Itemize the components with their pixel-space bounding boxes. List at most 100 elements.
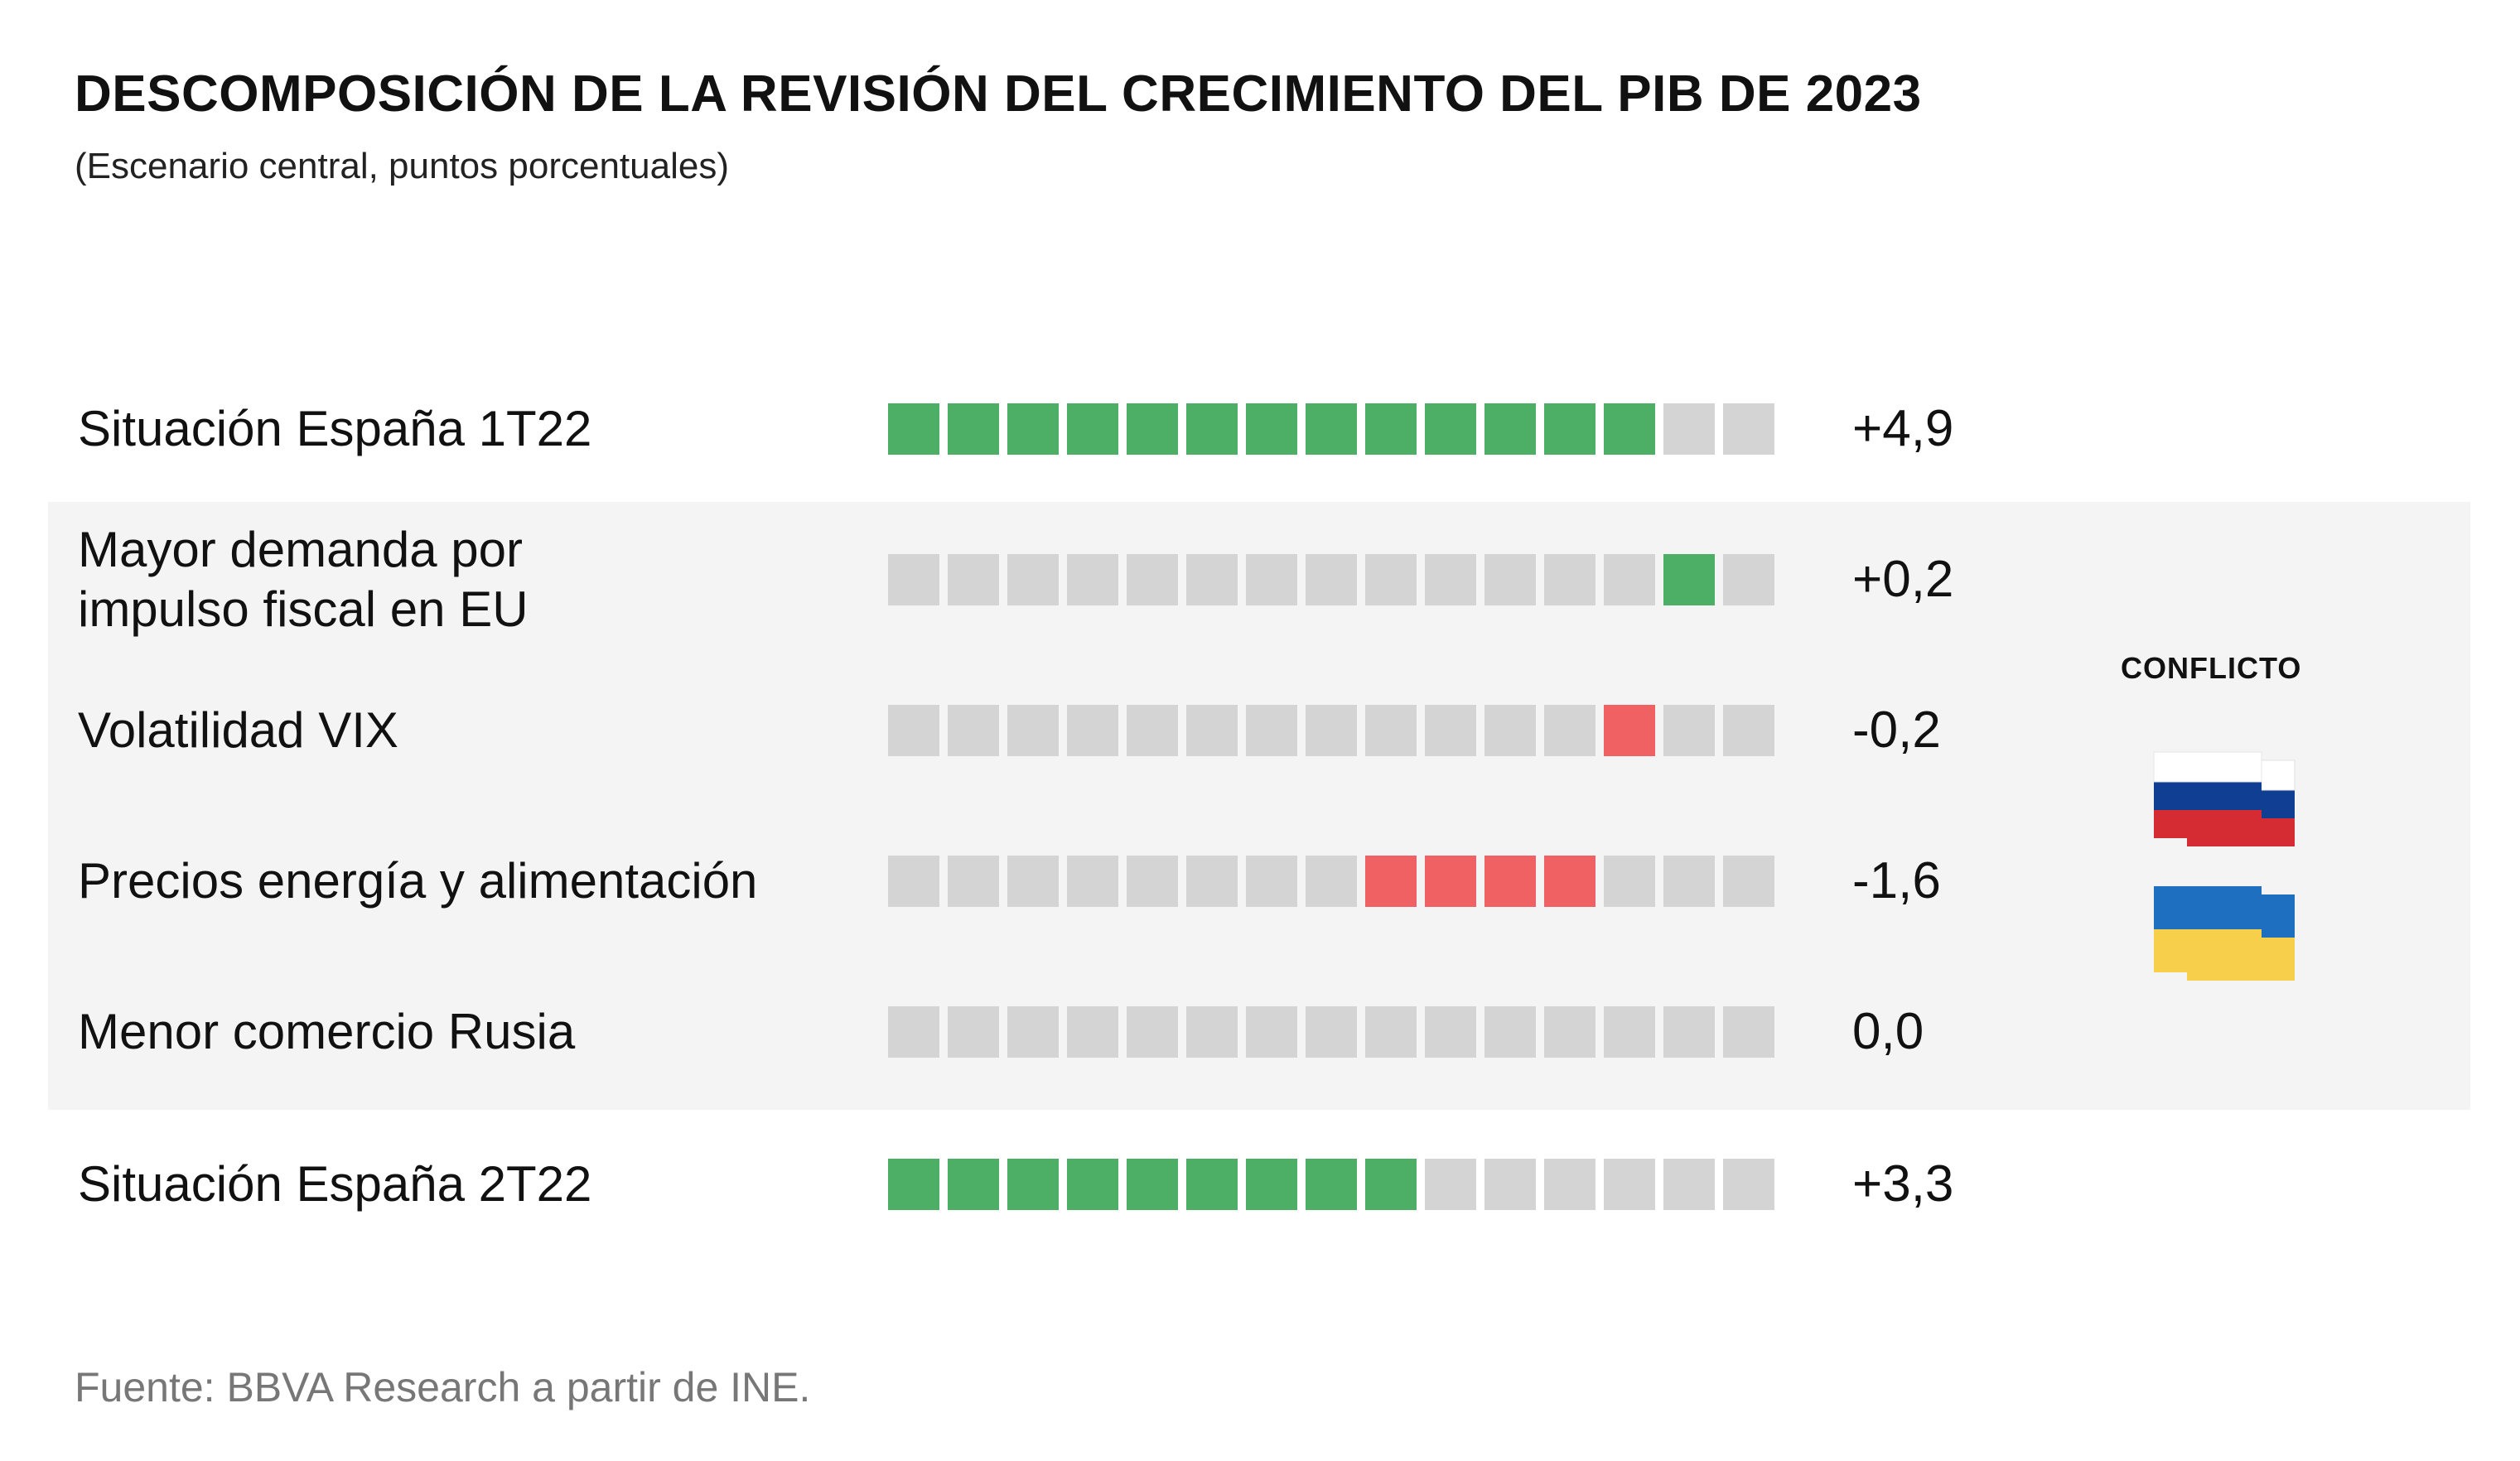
empty-block xyxy=(1067,705,1118,756)
empty-block xyxy=(1723,554,1774,605)
row-label-line: Situación España 2T22 xyxy=(78,1156,592,1212)
empty-block xyxy=(1186,1006,1238,1058)
empty-block xyxy=(1127,554,1178,605)
empty-block xyxy=(888,705,939,756)
row-label: Situación España 1T22 xyxy=(78,399,591,459)
positive-block xyxy=(948,403,999,455)
empty-block xyxy=(948,705,999,756)
negative-block xyxy=(1425,856,1476,907)
empty-block xyxy=(1425,1006,1476,1058)
chart-subtitle: (Escenario central, puntos porcentuales) xyxy=(75,146,729,186)
empty-block xyxy=(1663,1159,1715,1210)
empty-block xyxy=(1723,705,1774,756)
row-blocks xyxy=(888,856,1783,907)
positive-block xyxy=(1007,1159,1059,1210)
empty-block xyxy=(1425,1159,1476,1210)
empty-block xyxy=(1604,1159,1655,1210)
row-label-line: Precios energía y alimentación xyxy=(78,853,758,909)
empty-block xyxy=(1544,1006,1596,1058)
row-label-line: Mayor demanda por xyxy=(78,522,523,577)
row-label: Mayor demanda por impulso fiscal en EU xyxy=(78,520,529,639)
row-value: -1,6 xyxy=(1852,852,1941,909)
empty-block xyxy=(1484,554,1536,605)
empty-block xyxy=(1663,705,1715,756)
empty-block xyxy=(1007,705,1059,756)
row-value: +3,3 xyxy=(1852,1155,1954,1213)
empty-block xyxy=(1186,856,1238,907)
positive-block xyxy=(1544,403,1596,455)
empty-block xyxy=(948,554,999,605)
empty-block xyxy=(1306,554,1357,605)
empty-block xyxy=(1723,856,1774,907)
positive-block xyxy=(1663,554,1715,605)
row-value: -0,2 xyxy=(1852,702,1941,759)
empty-block xyxy=(1544,705,1596,756)
empty-block xyxy=(1067,1006,1118,1058)
empty-block xyxy=(1544,554,1596,605)
row-blocks xyxy=(888,1159,1783,1210)
negative-block xyxy=(1604,705,1655,756)
empty-block xyxy=(1067,856,1118,907)
empty-block xyxy=(888,554,939,605)
empty-block xyxy=(1007,1006,1059,1058)
empty-block xyxy=(1007,554,1059,605)
empty-block xyxy=(888,1006,939,1058)
row-label: Volatilidad VIX xyxy=(78,701,398,760)
positive-block xyxy=(1186,403,1238,455)
empty-block xyxy=(1425,705,1476,756)
empty-block xyxy=(1663,856,1715,907)
empty-block xyxy=(1484,1006,1536,1058)
positive-block xyxy=(1067,403,1118,455)
empty-block xyxy=(1186,705,1238,756)
row-blocks xyxy=(888,554,1783,605)
row-label: Situación España 2T22 xyxy=(78,1155,591,1214)
empty-block xyxy=(1246,554,1297,605)
empty-block xyxy=(1306,1006,1357,1058)
negative-block xyxy=(1544,856,1596,907)
empty-block xyxy=(1365,554,1417,605)
positive-block xyxy=(888,403,939,455)
positive-block xyxy=(1306,1159,1357,1210)
row-blocks xyxy=(888,705,1783,756)
positive-block xyxy=(1365,403,1417,455)
empty-block xyxy=(1127,856,1178,907)
conflict-label: CONFLICTO xyxy=(2121,651,2302,685)
row-label: Menor comercio Rusia xyxy=(78,1002,575,1062)
positive-block xyxy=(1425,403,1476,455)
positive-block xyxy=(1067,1159,1118,1210)
row-label: Precios energía y alimentación xyxy=(78,851,757,911)
row-label-line: Menor comercio Rusia xyxy=(78,1004,576,1059)
ukraine-flag-icon xyxy=(2154,886,2295,981)
empty-block xyxy=(1604,856,1655,907)
empty-block xyxy=(1127,705,1178,756)
empty-block xyxy=(1663,1006,1715,1058)
empty-block xyxy=(1007,856,1059,907)
empty-block xyxy=(1067,554,1118,605)
empty-block xyxy=(1604,1006,1655,1058)
empty-block xyxy=(1425,554,1476,605)
empty-block xyxy=(1544,1159,1596,1210)
empty-block xyxy=(1246,705,1297,756)
positive-block xyxy=(1127,1159,1178,1210)
empty-block xyxy=(1306,856,1357,907)
row-blocks xyxy=(888,1006,1783,1058)
positive-block xyxy=(1484,403,1536,455)
source-note: Fuente: BBVA Research a partir de INE. xyxy=(75,1364,811,1410)
row-label-line: impulso fiscal en EU xyxy=(78,581,529,637)
empty-block xyxy=(1484,1159,1536,1210)
row-label-line: Volatilidad VIX xyxy=(78,702,398,758)
empty-block xyxy=(888,856,939,907)
positive-block xyxy=(948,1159,999,1210)
empty-block xyxy=(948,1006,999,1058)
empty-block xyxy=(1484,705,1536,756)
empty-block xyxy=(948,856,999,907)
positive-block xyxy=(1365,1159,1417,1210)
row-value: +0,2 xyxy=(1852,551,1954,608)
empty-block xyxy=(1127,1006,1178,1058)
positive-block xyxy=(1306,403,1357,455)
empty-block xyxy=(1246,1006,1297,1058)
empty-block xyxy=(1663,403,1715,455)
empty-block xyxy=(1723,1159,1774,1210)
positive-block xyxy=(1604,403,1655,455)
positive-block xyxy=(888,1159,939,1210)
